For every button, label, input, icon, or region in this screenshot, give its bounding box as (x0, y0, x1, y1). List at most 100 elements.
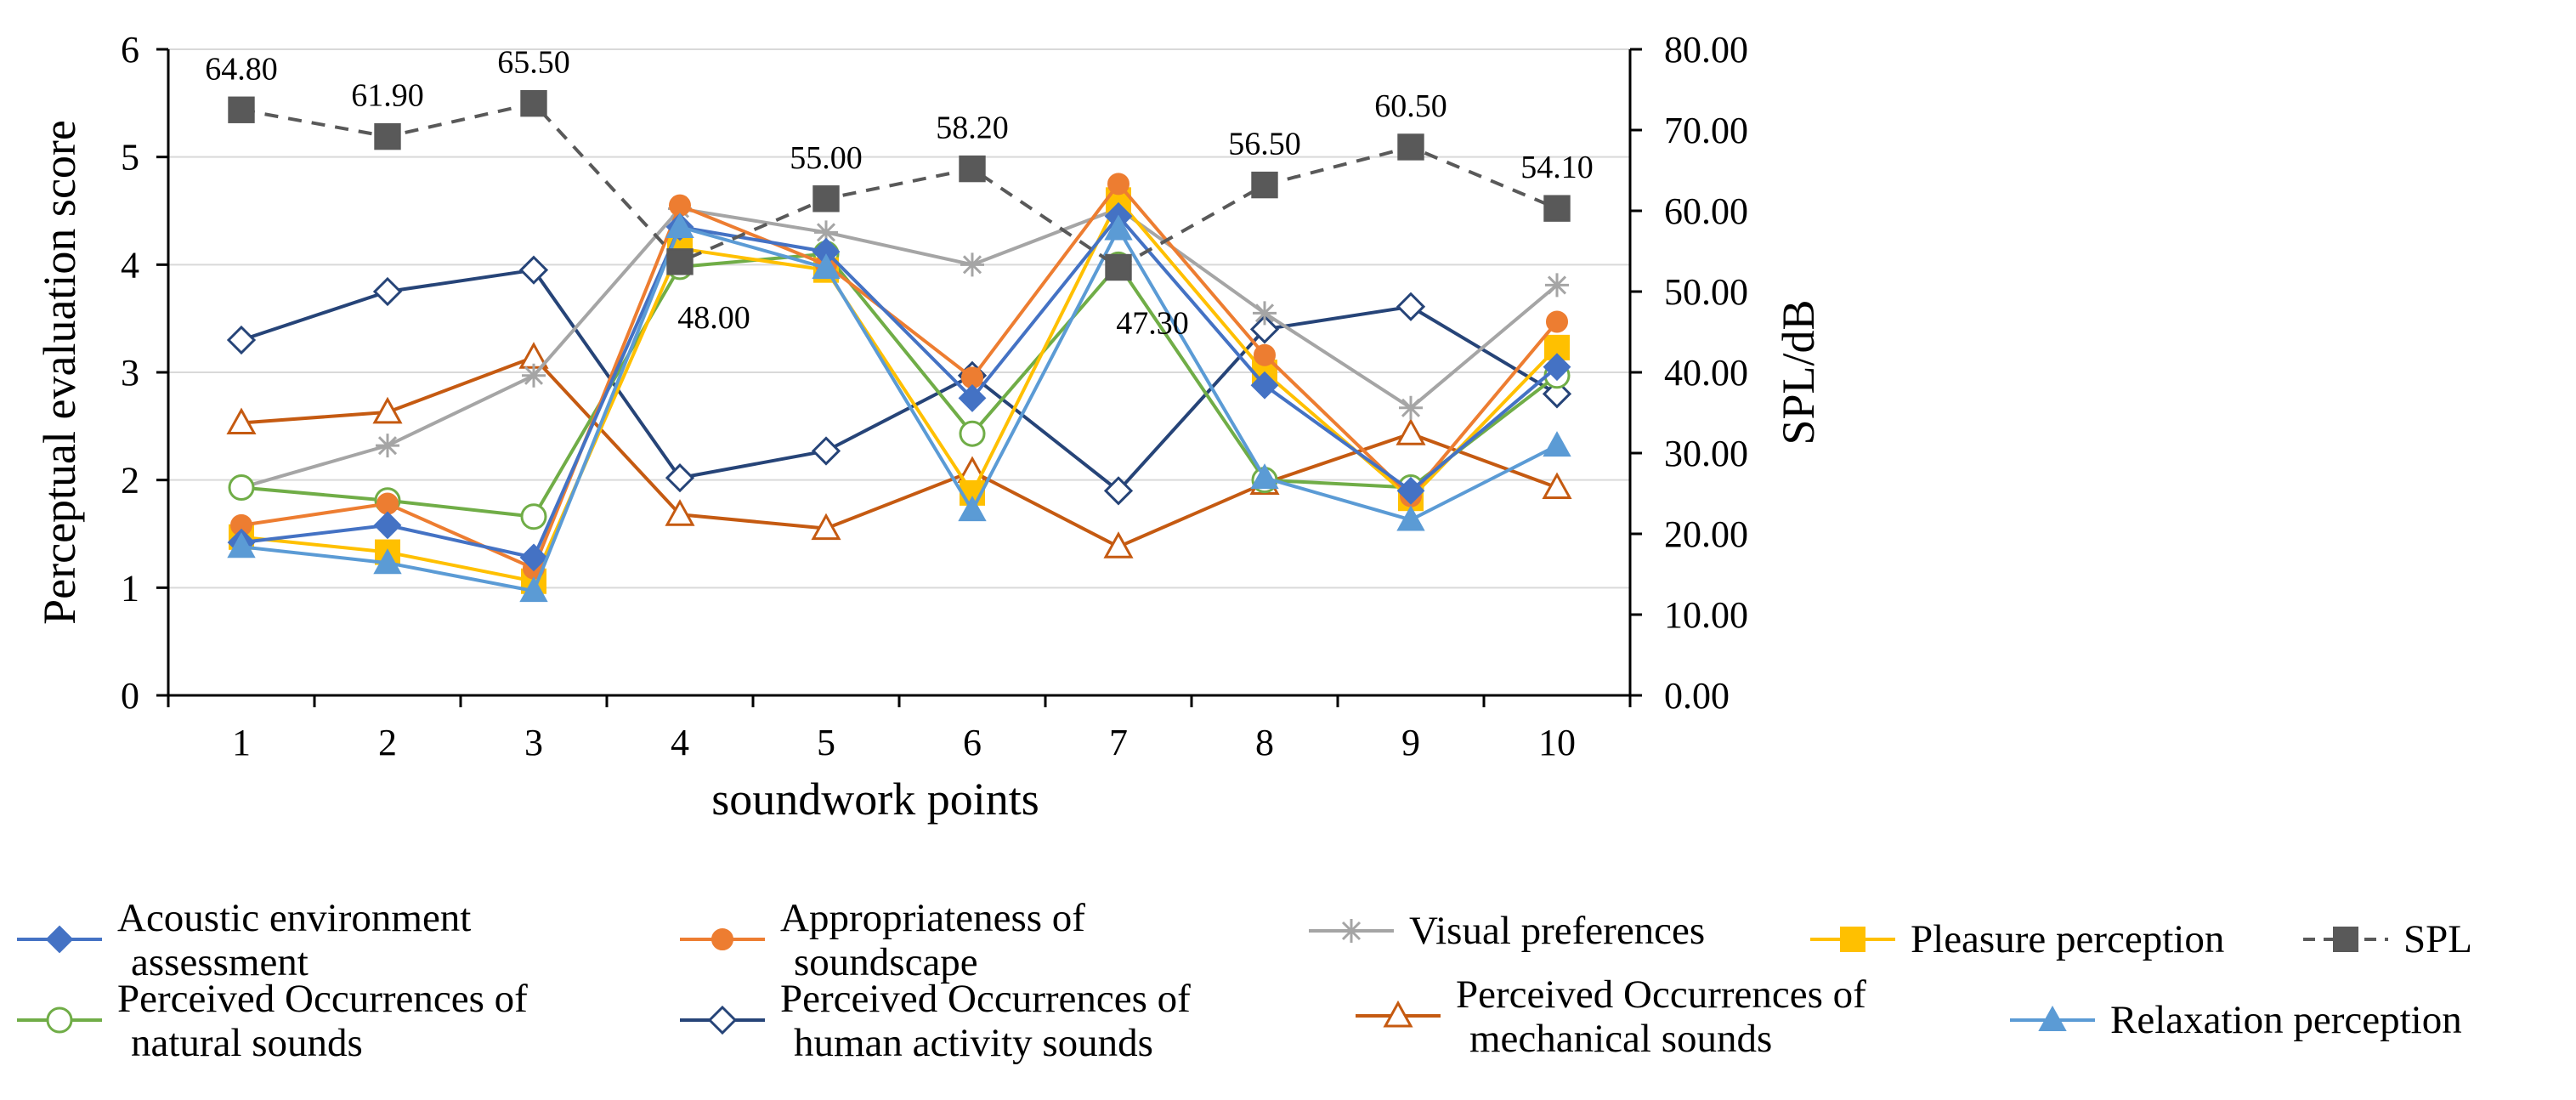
spl-data-label: 61.90 (351, 78, 424, 114)
data-point (1542, 379, 1572, 409)
data-point (958, 496, 987, 522)
data-point (814, 220, 838, 245)
spl-data-label: 65.50 (497, 45, 570, 81)
data-point (226, 407, 257, 435)
data-point (665, 212, 694, 238)
series-spl (228, 89, 1571, 281)
legend-label: Relaxation perception (2110, 998, 2462, 1042)
series-line (241, 225, 1558, 593)
data-point (959, 155, 986, 183)
y2-tick-label: 80.00 (1664, 29, 1748, 71)
data-point (227, 532, 256, 559)
data-point (958, 383, 987, 412)
data-point (1107, 173, 1129, 196)
legend-label: assessment (131, 940, 309, 984)
y2-tick-label: 10.00 (1664, 594, 1748, 636)
data-series (226, 89, 1572, 603)
data-point (665, 463, 695, 493)
data-point (1543, 195, 1571, 222)
legend-label: Perceived Occurrences of (780, 977, 1191, 1021)
spl-data-label: 64.80 (205, 51, 278, 87)
data-point (45, 925, 74, 954)
x-tick-label: 6 (963, 722, 982, 763)
x-tick-label: 4 (671, 722, 689, 763)
data-point (520, 89, 547, 117)
y-tick-label: 1 (121, 567, 139, 609)
data-point (960, 252, 984, 277)
y2-tick-label: 50.00 (1664, 271, 1748, 313)
data-point (665, 499, 695, 526)
data-point (1254, 343, 1276, 366)
series-line (241, 214, 1559, 559)
x-tick-label: 8 (1255, 722, 1274, 763)
data-point (519, 543, 548, 572)
legend-item-visual-preferences: Visual preferences (1309, 909, 1705, 953)
data-point (1396, 418, 1426, 445)
y2-tick-label: 60.00 (1664, 190, 1748, 232)
data-point (1545, 273, 1569, 298)
data-point (666, 248, 694, 275)
data-point (959, 420, 986, 447)
x-axis-title: soundwork points (711, 774, 1039, 825)
spl-data-label: 56.50 (1228, 127, 1301, 162)
data-point (518, 255, 549, 285)
data-point (372, 276, 403, 307)
data-point (1543, 353, 1571, 382)
data-point (711, 928, 733, 950)
y-tick-label: 5 (121, 137, 139, 179)
data-point (1250, 463, 1279, 490)
data-point (1396, 476, 1425, 505)
x-tick-label: 2 (378, 722, 397, 763)
series-line (241, 101, 1558, 269)
data-point (1396, 292, 1426, 321)
data-point (1103, 476, 1134, 506)
data-point (1105, 253, 1132, 281)
data-point (1104, 214, 1133, 241)
data-point (2038, 1005, 2067, 1031)
data-point (1251, 171, 1278, 199)
legend-label: Pleasure perception (1911, 917, 2224, 961)
gridlines (168, 48, 1630, 589)
data-point (1383, 1000, 1413, 1028)
data-point (1253, 301, 1277, 326)
legend-label: soundscape (794, 940, 978, 984)
data-point (376, 434, 399, 458)
data-point (520, 503, 547, 530)
y2-tick-label: 20.00 (1664, 513, 1748, 555)
series-appropriateness-of-soundscape (230, 173, 1568, 580)
data-point (522, 363, 546, 388)
data-point (812, 185, 840, 213)
spl-data-labels: 64.80 61.90 65.50 48.00 55.00 58.20 47.30 56.50… (205, 45, 1594, 342)
data-point (1546, 310, 1568, 333)
y-axis-title: Perceptual evaluation score (34, 120, 85, 625)
y-tick-label: 0 (121, 675, 139, 717)
spl-data-label: 58.20 (936, 111, 1009, 146)
series-line (241, 355, 1558, 549)
legend-item-pleasure-perception: Pleasure perception (1810, 917, 2224, 961)
data-point (373, 548, 402, 575)
data-point (228, 96, 255, 123)
data-point (812, 253, 841, 280)
series-relaxation-perception (227, 212, 1571, 603)
data-point (1339, 919, 1363, 943)
data-point (226, 325, 257, 355)
data-point (1396, 505, 1425, 531)
legend-label: SPL (2403, 917, 2472, 961)
y2-tick-label: 30.00 (1664, 433, 1748, 474)
y-tick-label: 6 (121, 29, 139, 71)
legend-label: natural sounds (131, 1021, 363, 1065)
data-point (2333, 927, 2358, 952)
series-perceived-occurrences-of-mechanical-sounds (226, 342, 1572, 559)
y-tick-label: 4 (121, 244, 139, 286)
series-line (241, 252, 1559, 519)
data-point (1250, 371, 1279, 400)
data-point (1397, 133, 1424, 161)
y2-tick-label: 70.00 (1664, 110, 1748, 151)
